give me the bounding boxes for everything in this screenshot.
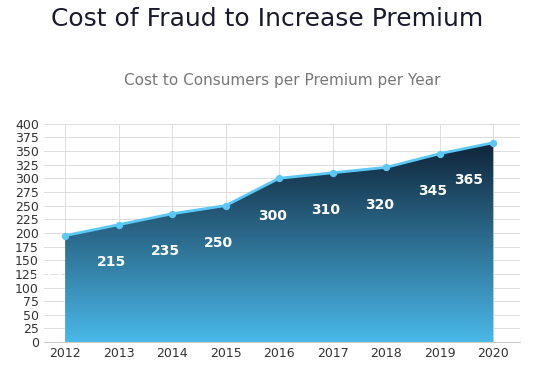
Point (275, 175, 284, 181)
Text: 235: 235 (151, 244, 180, 258)
Text: 365: 365 (454, 173, 483, 188)
Point (328, 170, 337, 176)
Point (168, 211, 177, 217)
Text: 320: 320 (365, 198, 394, 212)
Text: 345: 345 (418, 184, 447, 198)
Point (221, 202, 230, 208)
Point (489, 140, 498, 146)
Text: Cost of Fraud to Increase Premium: Cost of Fraud to Increase Premium (51, 8, 484, 32)
Text: 310: 310 (311, 203, 340, 217)
Text: 215: 215 (97, 255, 126, 269)
Text: 250: 250 (204, 236, 233, 250)
Polygon shape (65, 143, 493, 342)
Point (61, 232, 70, 238)
Text: 300: 300 (258, 209, 287, 223)
Title: Cost to Consumers per Premium per Year: Cost to Consumers per Premium per Year (124, 73, 440, 88)
Point (382, 164, 391, 170)
Point (435, 151, 444, 157)
Point (114, 222, 123, 228)
Text: 195: 195 (34, 266, 63, 280)
